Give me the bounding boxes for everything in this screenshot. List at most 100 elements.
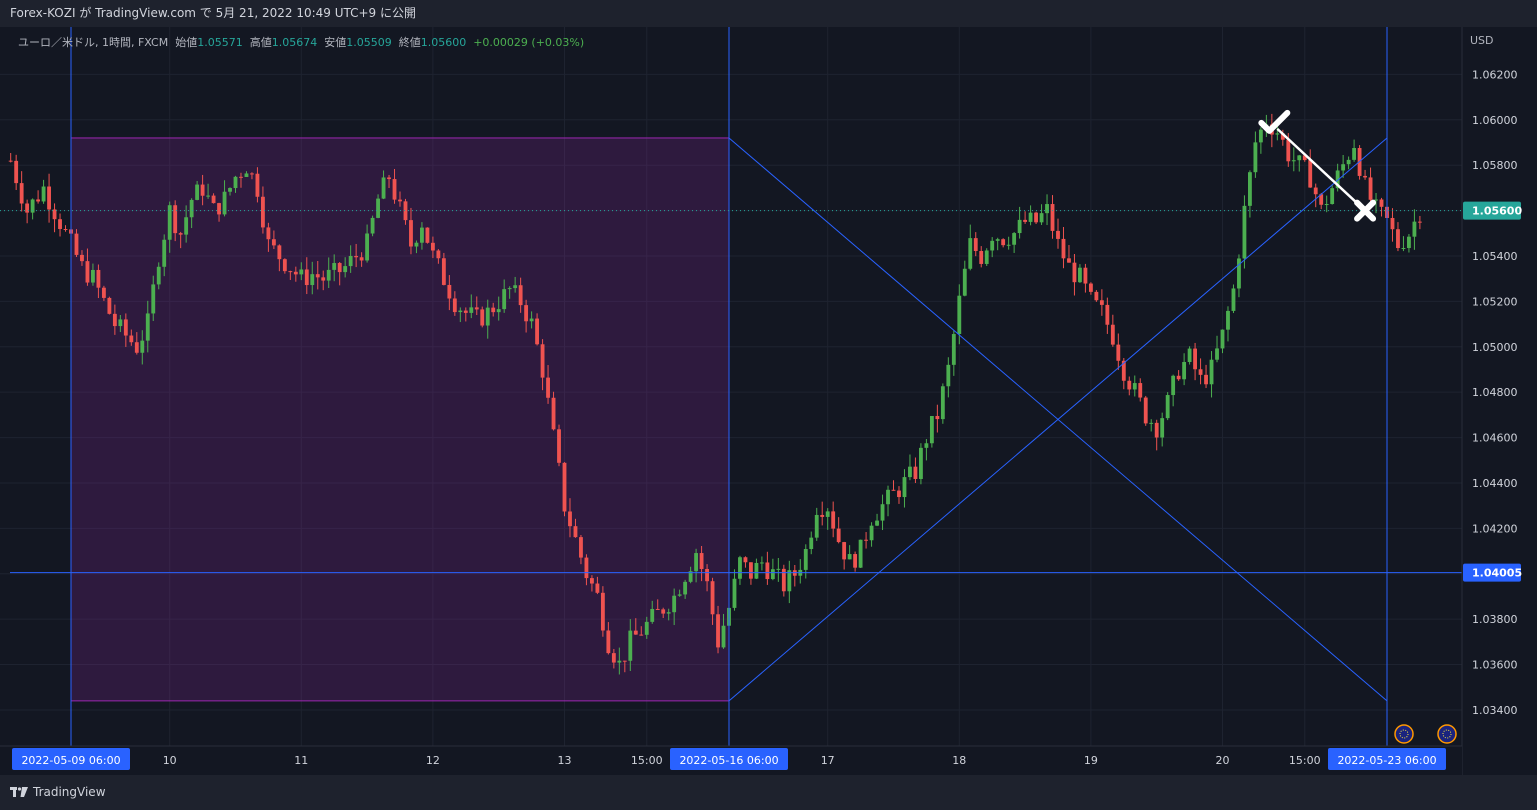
candle-body [365,233,370,261]
candle-body [458,310,463,313]
candle-body [288,271,293,273]
candle-body [348,255,353,267]
price-chart[interactable]: USD 1.06200 1.06000 1.05800 1.05600 1.05400 1.… [0,27,1537,775]
trade-line[interactable] [1276,127,1366,212]
candle-body [1132,383,1137,390]
candle-body [721,625,726,648]
candle-body [134,342,139,353]
candle-body [962,268,967,296]
candle-body [63,228,68,230]
candle-body [1401,248,1406,250]
candle-body [206,195,211,197]
x-tick-label: 18 [952,754,966,767]
candle-body [1330,188,1335,205]
candle-body [430,242,435,251]
trend-line-up[interactable] [728,137,1388,702]
candle-body [820,514,825,517]
candle-body [1341,164,1346,171]
range-rectangle[interactable] [70,137,730,702]
candle-body [1023,219,1028,222]
candle-body [1215,348,1219,360]
candle-body [957,295,962,335]
candle-body [310,274,315,286]
candle-body [101,287,106,298]
candle-body [107,297,112,314]
candle-body [463,310,468,313]
candle-body [1187,348,1192,363]
candle-body [376,198,380,218]
candle-body [173,205,178,234]
candle-body [140,340,145,353]
candle-body [908,466,912,478]
candle-body [250,173,254,175]
candle-body [781,568,786,592]
candle-body [41,186,46,202]
candle-body [995,239,1000,241]
candle-body [1374,199,1378,201]
candle-body [617,660,622,663]
y-tick-label: 1.04400 [1472,477,1518,490]
candle-body [129,335,134,343]
candle-body [1204,374,1208,385]
currency-label: USD [1470,34,1494,47]
y-tick-label: 1.06200 [1472,68,1518,81]
candle-body [1368,177,1373,200]
candle-body [178,233,183,235]
eu-stars-icon [1442,729,1452,739]
candle-body [381,177,386,199]
tradingview-logo[interactable]: TradingView [10,785,106,799]
candle-body [913,466,918,479]
candle-body [776,568,781,570]
candle-body [228,188,232,192]
candle-body [343,266,348,273]
candle-body [1280,133,1285,140]
candle-body [217,203,221,215]
candle-body [1017,219,1022,234]
economic-event-icon[interactable] [1394,724,1414,744]
candle-body [825,511,830,517]
candle-body [661,609,666,614]
economic-event-icon[interactable] [1437,724,1457,744]
candle-body [628,630,633,661]
high-label: 高値 [249,36,272,49]
open-value: 1.05571 [197,36,243,49]
candle-body [271,239,276,246]
time-label-box [1328,748,1446,770]
candle-body [1412,221,1417,237]
candle-body [370,217,375,234]
candle-body [1050,204,1055,231]
candle-body [705,568,709,582]
candle-body [633,630,638,635]
candle-body [809,537,814,550]
candle-body [80,254,84,262]
candle-body [1088,283,1093,292]
y-tick-label: 1.05000 [1472,341,1518,354]
candle-body [738,557,742,579]
candle-body [1379,199,1384,207]
candle-body [853,554,858,568]
candle-body [710,581,715,615]
candle-body [326,269,331,281]
candle-body [1335,170,1340,189]
candle-body [677,594,682,596]
ohlc-legend: ユーロ／米ドル, 1時間, FXCM 始値1.05571 高値1.05674 安… [18,34,584,50]
candle-body [195,184,200,200]
candle-body [409,220,413,247]
candle-body [1242,205,1247,259]
candle-body [951,334,956,365]
candle-body [1127,380,1132,390]
candle-body [770,569,775,580]
price-label: 1.05600 [1472,205,1522,218]
candle-body [91,269,95,283]
candle-body [485,307,490,326]
close-label: 終値 [398,36,421,49]
candle-body [354,255,359,258]
y-tick-label: 1.03600 [1472,659,1518,672]
candle-body [425,227,430,243]
candle-body [1056,230,1060,239]
candle-body [595,583,600,593]
candle-body [293,271,298,275]
candle-body [260,196,265,228]
x-tick-label: 2022-05-09 06:00 [21,754,120,767]
candle-body [1407,236,1411,249]
